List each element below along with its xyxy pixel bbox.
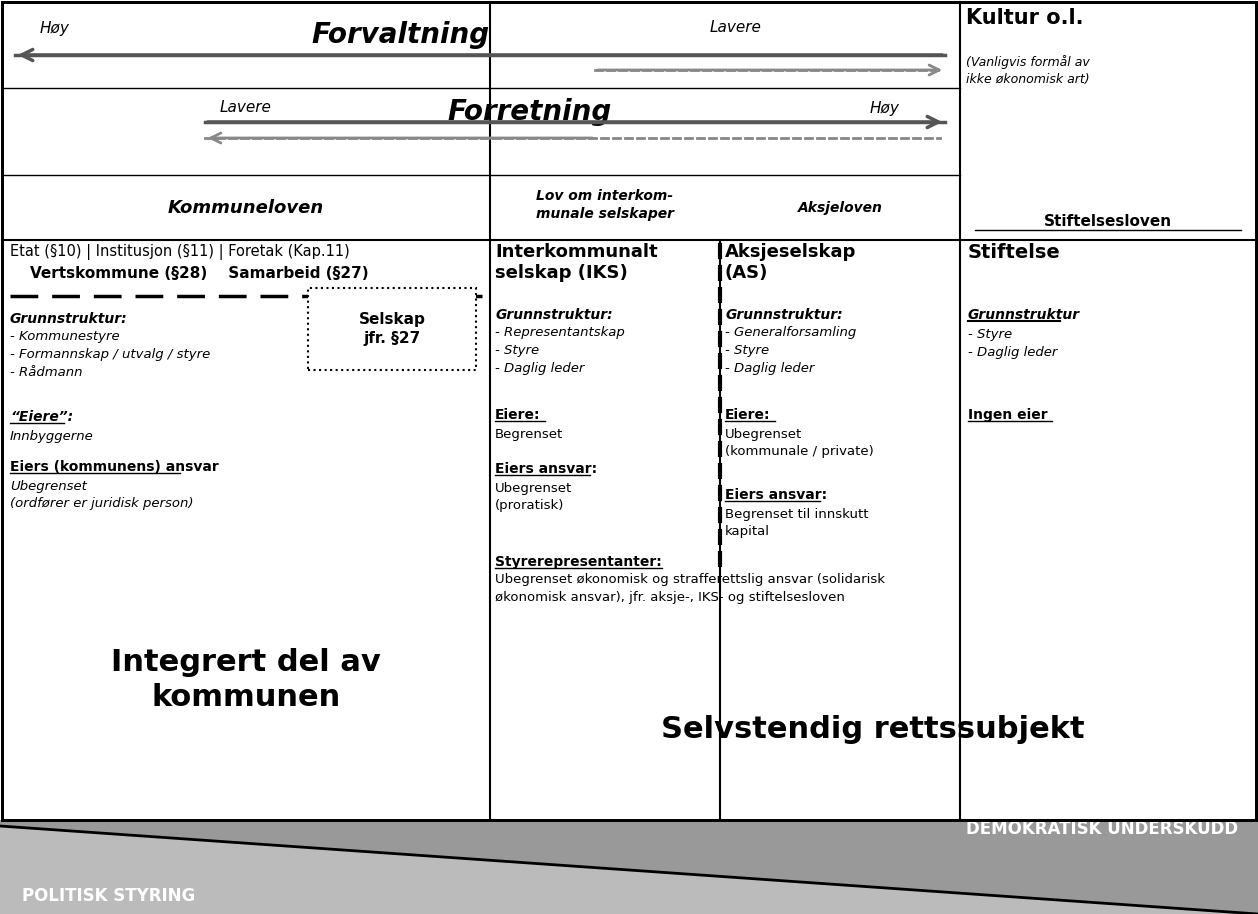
Text: Begrenset til innskutt
kapital: Begrenset til innskutt kapital: [725, 508, 868, 538]
Text: Integrert del av
kommunen: Integrert del av kommunen: [111, 647, 381, 712]
Text: Høy: Høy: [40, 20, 70, 36]
Text: Ingen eier: Ingen eier: [967, 408, 1048, 422]
Text: POLITISK STYRING: POLITISK STYRING: [21, 887, 195, 905]
Text: Høy: Høy: [871, 101, 899, 115]
Text: Vertskommune (§28)    Samarbeid (§27): Vertskommune (§28) Samarbeid (§27): [30, 266, 369, 281]
Text: Forvaltning: Forvaltning: [311, 21, 489, 49]
Text: Grunnstruktur:: Grunnstruktur:: [494, 308, 613, 322]
Text: Eiers (kommunens) ansvar: Eiers (kommunens) ansvar: [10, 460, 219, 474]
Text: Grunnstruktur:: Grunnstruktur:: [725, 308, 843, 322]
Text: “Eiere”:: “Eiere”:: [10, 410, 73, 424]
Text: Eiers ansvar:: Eiers ansvar:: [494, 462, 598, 476]
Text: Stiftelsesloven: Stiftelsesloven: [1044, 215, 1172, 229]
Text: Grunnstruktur:: Grunnstruktur:: [10, 312, 127, 326]
Text: Lavere: Lavere: [710, 20, 762, 36]
Text: - Styre
- Daglig leder: - Styre - Daglig leder: [967, 328, 1058, 359]
Text: Aksjeselskap
(AS): Aksjeselskap (AS): [725, 243, 857, 282]
Text: Eiere:: Eiere:: [725, 408, 770, 422]
Text: Styrerepresentanter:: Styrerepresentanter:: [494, 555, 662, 569]
Text: DEMOKRATISK UNDERSKUDD: DEMOKRATISK UNDERSKUDD: [966, 820, 1238, 838]
Text: - Kommunestyre
- Formannskap / utvalg / styre
- Rådmann: - Kommunestyre - Formannskap / utvalg / …: [10, 330, 210, 379]
Text: Ubegrenset
(ordfører er juridisk person): Ubegrenset (ordfører er juridisk person): [10, 480, 194, 510]
Text: Stiftelse: Stiftelse: [967, 243, 1060, 262]
Text: Eiers ansvar:: Eiers ansvar:: [725, 488, 827, 502]
Text: - Representantskap
- Styre
- Daglig leder: - Representantskap - Styre - Daglig lede…: [494, 326, 625, 375]
Text: Ubegrenset
(proratisk): Ubegrenset (proratisk): [494, 482, 572, 512]
Text: Ubegrenset
(kommunale / private): Ubegrenset (kommunale / private): [725, 428, 874, 458]
Text: Innbyggerne: Innbyggerne: [10, 430, 94, 443]
Bar: [3, 2, 1255, 820]
Text: Begrenset: Begrenset: [494, 428, 564, 441]
Bar: [3, 2, 1255, 820]
Text: Ubegrenset økonomisk og strafferettslig ansvar (solidarisk
økonomisk ansvar), jf: Ubegrenset økonomisk og strafferettslig …: [494, 573, 884, 604]
Text: Kultur o.l.: Kultur o.l.: [966, 8, 1083, 28]
Text: Interkommunalt
selskap (IKS): Interkommunalt selskap (IKS): [494, 243, 658, 282]
Bar: [3, 2, 1255, 820]
Text: Grunnstruktur: Grunnstruktur: [967, 308, 1081, 322]
Text: - Generalforsamling
- Styre
- Daglig leder: - Generalforsamling - Styre - Daglig led…: [725, 326, 857, 375]
Text: Kommuneloven: Kommuneloven: [167, 199, 325, 217]
Text: Eiere:: Eiere:: [494, 408, 541, 422]
Text: Aksjeloven: Aksjeloven: [798, 201, 882, 215]
Bar: [0, 820, 1258, 914]
Text: (Vanligvis formål av
ikke økonomisk art): (Vanligvis formål av ikke økonomisk art): [966, 55, 1089, 86]
Polygon shape: [0, 826, 1258, 914]
Text: Lov om interkom-
munale selskaper: Lov om interkom- munale selskaper: [536, 189, 674, 220]
Text: Lavere: Lavere: [220, 101, 272, 115]
Text: Etat (§10) | Institusjon (§11) | Foretak (Kap.11): Etat (§10) | Institusjon (§11) | Foretak…: [10, 244, 350, 260]
Text: Forretning: Forretning: [448, 98, 613, 126]
FancyBboxPatch shape: [308, 288, 476, 370]
Text: Selskap
jfr. §27: Selskap jfr. §27: [359, 312, 425, 346]
Text: Selvstendig rettssubjekt: Selvstendig rettssubjekt: [662, 716, 1084, 745]
